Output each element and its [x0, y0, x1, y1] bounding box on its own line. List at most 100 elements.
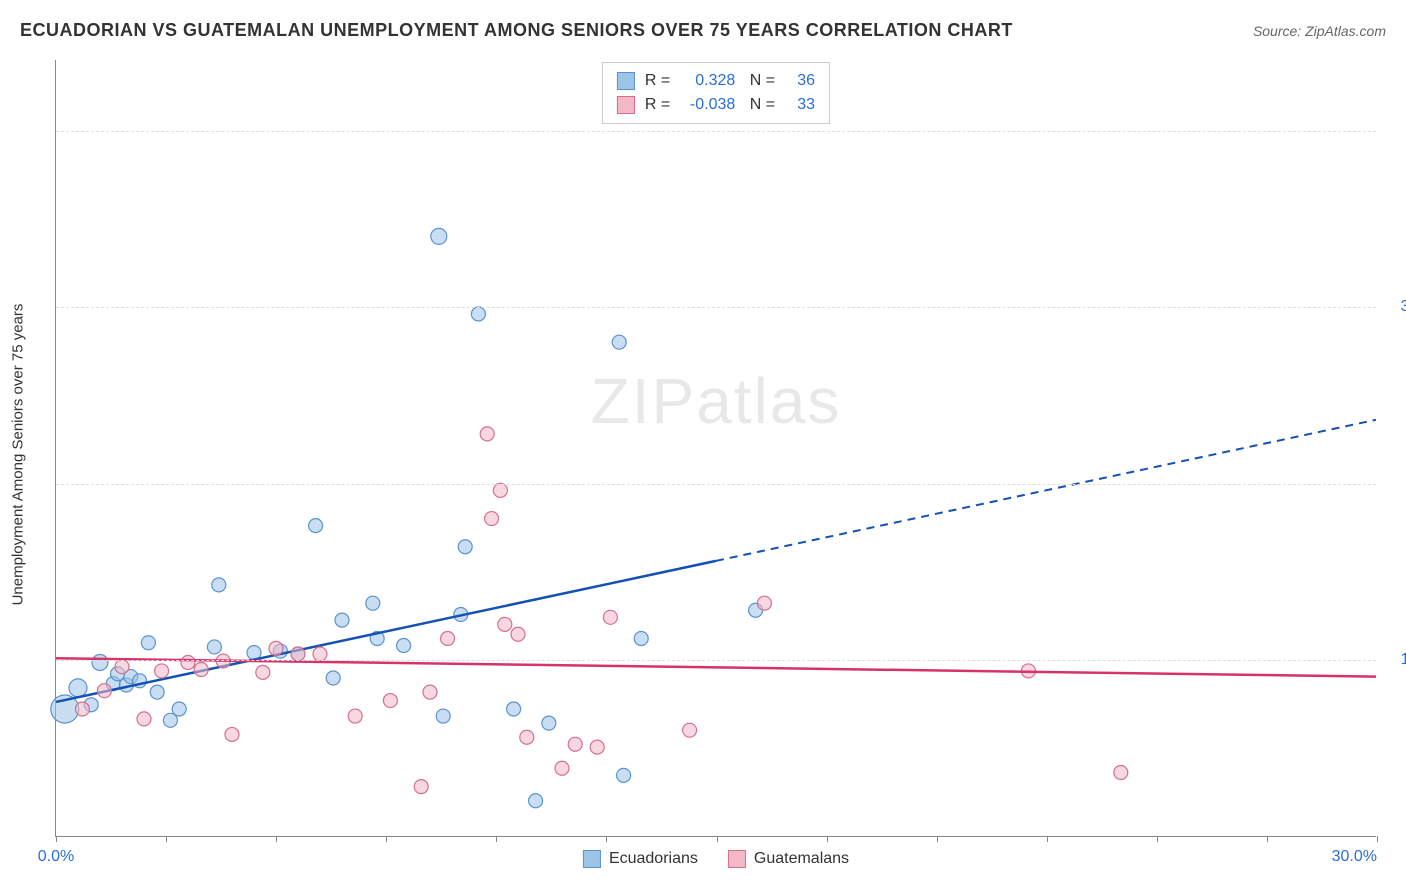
data-point — [383, 694, 397, 708]
data-point — [423, 685, 437, 699]
data-point — [436, 709, 450, 723]
data-point — [291, 647, 305, 661]
data-point — [441, 631, 455, 645]
data-point — [480, 427, 494, 441]
stat-r-label: R = — [645, 93, 670, 117]
legend-swatch — [617, 72, 635, 90]
data-point — [458, 540, 472, 554]
stat-r-value: -0.038 — [680, 93, 735, 117]
x-tick — [166, 836, 167, 842]
data-point — [75, 702, 89, 716]
stat-r-label: R = — [645, 69, 670, 93]
data-point — [555, 761, 569, 775]
data-point — [634, 631, 648, 645]
regression-line — [56, 561, 716, 702]
data-point — [194, 663, 208, 677]
data-point — [309, 519, 323, 533]
regression-line-extrapolated — [716, 420, 1376, 561]
source-label: Source: ZipAtlas.com — [1253, 23, 1386, 39]
data-point — [150, 685, 164, 699]
data-point — [498, 617, 512, 631]
data-point — [256, 665, 270, 679]
stat-legend: R = 0.328 N = 36 R = -0.038 N = 33 — [602, 62, 830, 124]
stat-n-label: N = — [745, 69, 775, 93]
legend-swatch — [617, 96, 635, 114]
data-point — [115, 660, 129, 674]
x-tick-label: 30.0% — [1332, 848, 1377, 866]
data-point — [414, 780, 428, 794]
x-tick — [937, 836, 938, 842]
x-tick — [1047, 836, 1048, 842]
data-point — [225, 727, 239, 741]
data-point — [69, 679, 87, 697]
data-point — [757, 596, 771, 610]
stat-row: R = 0.328 N = 36 — [617, 69, 815, 93]
gridline — [56, 484, 1376, 485]
data-point — [683, 723, 697, 737]
x-tick — [1267, 836, 1268, 842]
data-point — [590, 740, 604, 754]
plot-svg — [56, 60, 1376, 836]
chart-area: ZIPatlas R =0.328 N =36R =-0.038 N =33 E… — [55, 60, 1376, 837]
x-tick — [276, 836, 277, 842]
legend-swatch — [728, 850, 746, 868]
stat-r-value: 0.328 — [680, 69, 735, 93]
data-point — [207, 640, 221, 654]
x-tick — [386, 836, 387, 842]
y-axis-label: Unemployment Among Seniors over 75 years — [10, 304, 27, 606]
data-point — [529, 794, 543, 808]
chart-title: ECUADORIAN VS GUATEMALAN UNEMPLOYMENT AM… — [20, 20, 1013, 41]
data-point — [181, 655, 195, 669]
data-point — [520, 730, 534, 744]
header: ECUADORIAN VS GUATEMALAN UNEMPLOYMENT AM… — [20, 20, 1386, 41]
data-point — [366, 596, 380, 610]
legend-item: Guatemalans — [728, 850, 849, 868]
legend-label: Guatemalans — [754, 850, 849, 868]
data-point — [507, 702, 521, 716]
x-tick — [717, 836, 718, 842]
data-point — [471, 307, 485, 321]
legend-item: Ecuadorians — [583, 850, 698, 868]
x-tick — [606, 836, 607, 842]
data-point — [137, 712, 151, 726]
legend-label: Ecuadorians — [609, 850, 698, 868]
stat-n-label: N = — [745, 93, 775, 117]
data-point — [348, 709, 362, 723]
data-point — [485, 512, 499, 526]
x-tick — [56, 836, 57, 842]
y-tick-label: 12.5% — [1386, 651, 1406, 669]
data-point — [155, 664, 169, 678]
gridline — [56, 660, 1376, 661]
data-point — [172, 702, 186, 716]
data-point — [431, 228, 447, 244]
x-tick — [496, 836, 497, 842]
x-tick — [1157, 836, 1158, 842]
data-point — [603, 610, 617, 624]
x-tick — [827, 836, 828, 842]
data-point — [493, 483, 507, 497]
data-point — [92, 654, 108, 670]
x-tick — [1377, 836, 1378, 842]
gridline — [56, 307, 1376, 308]
stat-n-value: 36 — [785, 69, 815, 93]
plot: ZIPatlas R =0.328 N =36R =-0.038 N =33 E… — [55, 60, 1376, 837]
data-point — [326, 671, 340, 685]
data-point — [568, 737, 582, 751]
stat-n-value: 33 — [785, 93, 815, 117]
series-legend: Ecuadorians Guatemalans — [583, 850, 849, 868]
data-point — [617, 768, 631, 782]
data-point — [212, 578, 226, 592]
legend-swatch — [583, 850, 601, 868]
x-tick-label: 0.0% — [38, 848, 74, 866]
data-point — [397, 639, 411, 653]
stat-row: R = -0.038 N = 33 — [617, 93, 815, 117]
data-point — [97, 684, 111, 698]
data-point — [141, 636, 155, 650]
data-point — [542, 716, 556, 730]
data-point — [313, 647, 327, 661]
data-point — [335, 613, 349, 627]
gridline — [56, 131, 1376, 132]
data-point — [269, 641, 283, 655]
data-point — [511, 627, 525, 641]
data-point — [612, 335, 626, 349]
